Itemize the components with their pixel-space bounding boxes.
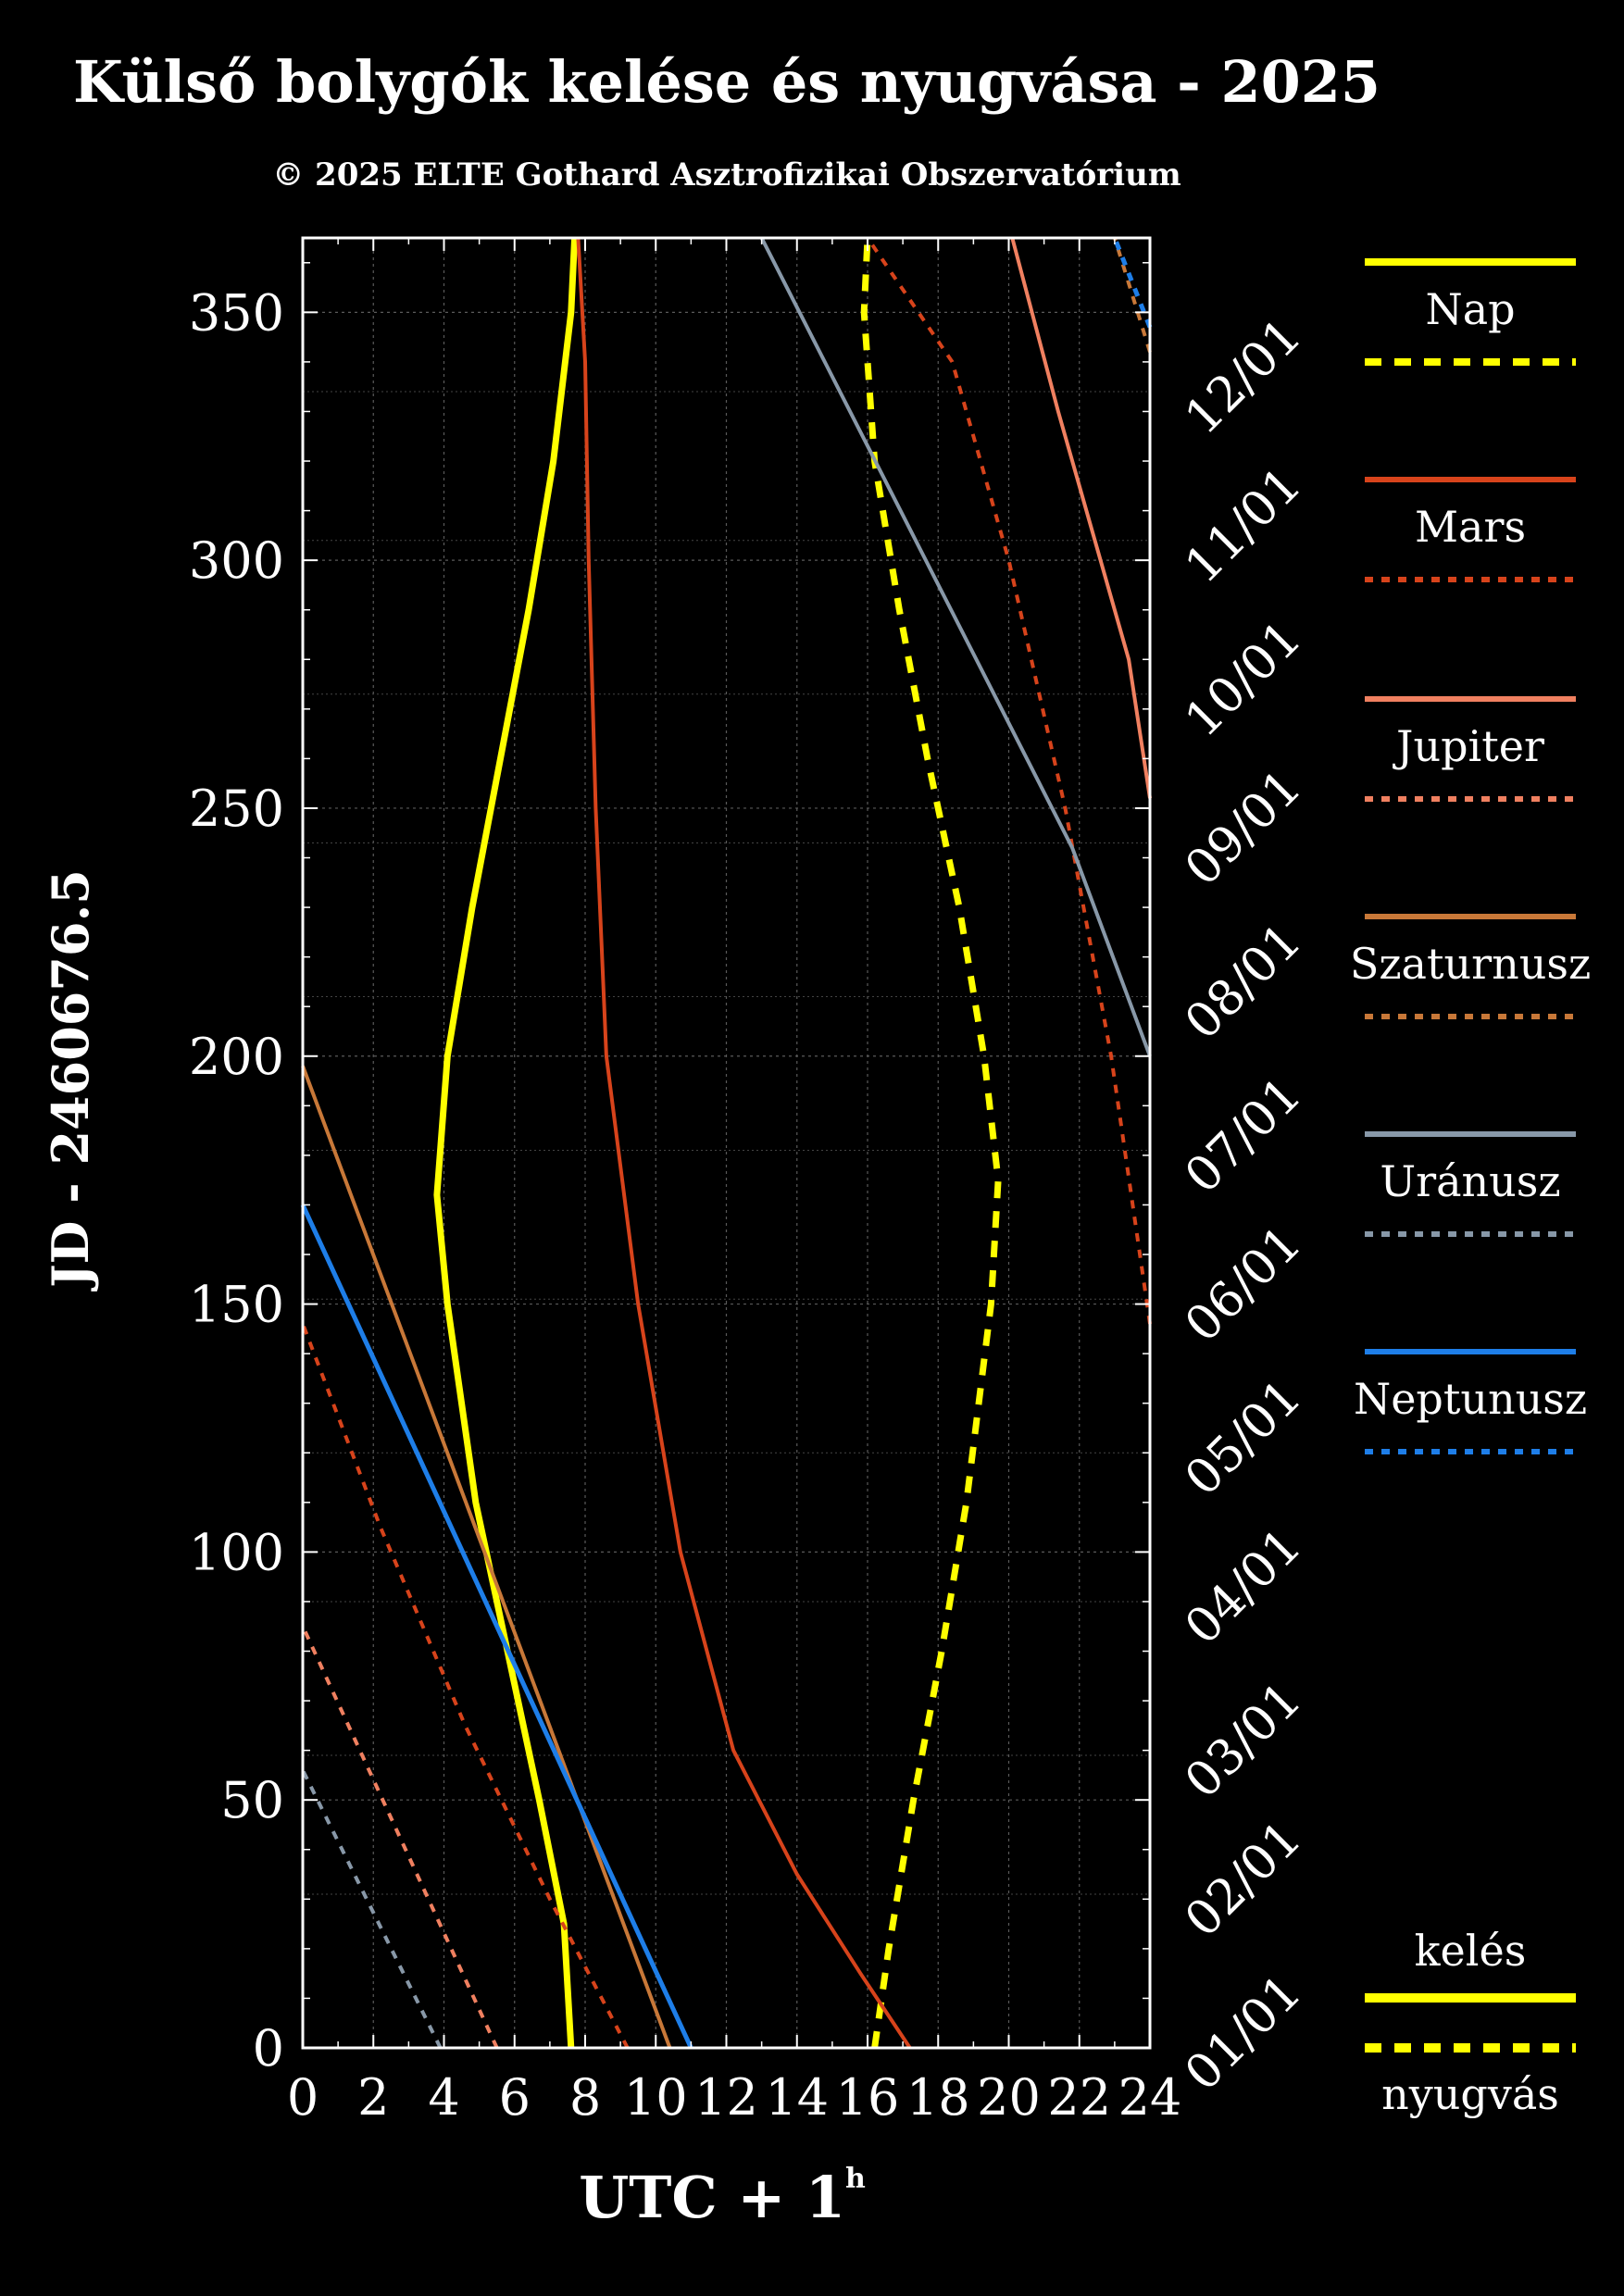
series-nap-set bbox=[860, 237, 1002, 2049]
legend-label-ur-nusz: Uránusz bbox=[1380, 1156, 1560, 1206]
x-axis-label: UTC + 1h bbox=[579, 2163, 866, 2231]
y-tick-label: 250 bbox=[189, 780, 284, 838]
series-lines bbox=[300, 236, 1153, 2050]
legend-label-nap: Nap bbox=[1425, 284, 1515, 334]
x-tick-label: 4 bbox=[428, 2068, 459, 2127]
legend-label-mars: Mars bbox=[1415, 502, 1526, 552]
x-axis-label-sup: h bbox=[845, 2163, 866, 2195]
x-tick-label: 18 bbox=[906, 2068, 970, 2127]
x-tick-label: 2 bbox=[357, 2068, 389, 2127]
y-tick-label: 100 bbox=[189, 1523, 284, 1581]
x-tick-label: 22 bbox=[1047, 2068, 1111, 2127]
x-tick-label: 24 bbox=[1118, 2068, 1182, 2127]
series-neptunusz-rise bbox=[300, 1204, 693, 2050]
x-tick-label: 6 bbox=[499, 2068, 531, 2127]
y-tick-label: 0 bbox=[253, 2019, 284, 2078]
series-ur-nusz-rise bbox=[759, 237, 1152, 1057]
y-tick-label: 200 bbox=[189, 1028, 284, 1086]
series-nap-rise bbox=[433, 237, 579, 2049]
series-szaturnusz-rise bbox=[301, 1065, 672, 2049]
x-axis-label-main: UTC + 1 bbox=[579, 2164, 845, 2231]
x-tick-label: 8 bbox=[569, 2068, 601, 2127]
legend-style-rise-label: kelés bbox=[1415, 1926, 1527, 1976]
chart-subtitle: © 2025 ELTE Gothard Asztrofizikai Obszer… bbox=[272, 156, 1181, 193]
x-tick-label: 14 bbox=[765, 2068, 829, 2127]
legend-style-set-label: nyugvás bbox=[1381, 2069, 1559, 2119]
series-mars-rise bbox=[576, 237, 912, 2050]
x-tick-label: 16 bbox=[836, 2068, 900, 2127]
x-tick-label: 12 bbox=[694, 2068, 758, 2127]
y-tick-label: 350 bbox=[189, 283, 284, 342]
legend-label-jupiter: Jupiter bbox=[1393, 721, 1544, 771]
legend-label-szaturnusz: Szaturnusz bbox=[1350, 939, 1591, 989]
x-tick-label: 10 bbox=[624, 2068, 688, 2127]
grid bbox=[303, 238, 1150, 2048]
series-szaturnusz-set bbox=[1112, 237, 1152, 353]
series-jupiter-rise bbox=[1010, 237, 1152, 799]
chart-title: Külső bolygók kelése és nyugvása - 2025 bbox=[73, 48, 1380, 116]
series-ur-nusz-set bbox=[301, 1769, 443, 2049]
series-jupiter-set bbox=[301, 1625, 499, 2049]
legend-label-neptunusz: Neptunusz bbox=[1354, 1374, 1587, 1424]
y-tick-label: 300 bbox=[189, 531, 284, 590]
y-tick-label: 150 bbox=[189, 1276, 284, 1334]
axis-ticks: 0 2 4 6 8 10 12 14 16 18 20 22 240501001502002503003… bbox=[189, 238, 1181, 2127]
x-tick-label: 0 bbox=[287, 2068, 319, 2127]
y-axis-label: JD - 2460676.5 bbox=[41, 869, 100, 1292]
x-tick-label: 20 bbox=[977, 2068, 1041, 2127]
y-tick-label: 50 bbox=[220, 1771, 284, 1829]
legend: Nap Mars Jupiter Szaturnusz Uránusz Neptunusz… bbox=[1350, 258, 1591, 2119]
